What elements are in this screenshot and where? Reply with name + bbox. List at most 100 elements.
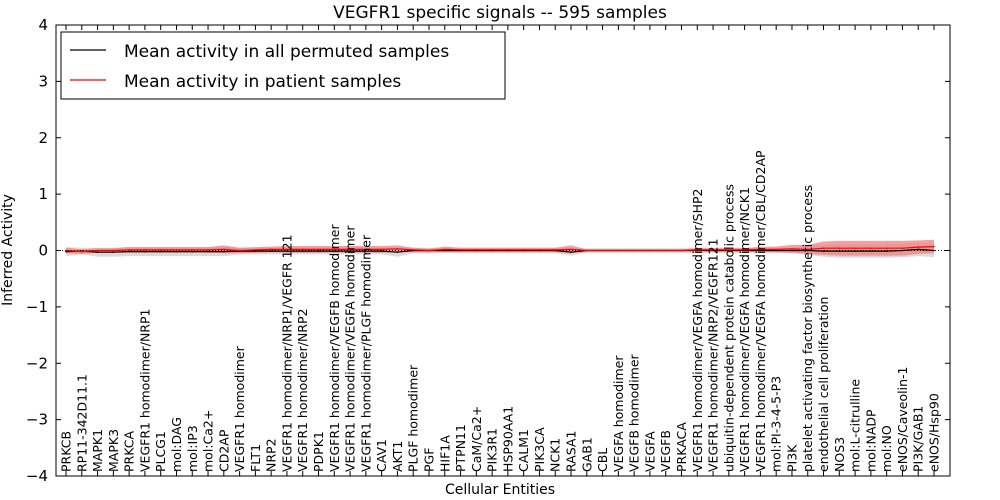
y-axis-label: Inferred Activity bbox=[0, 194, 16, 306]
data-point-s0-7 bbox=[175, 250, 178, 253]
data-point-s0-47 bbox=[806, 249, 809, 252]
x-tick-label: NOS3 bbox=[832, 437, 847, 472]
x-tick-label: eNOS/Hsp90 bbox=[927, 393, 942, 472]
data-point-s1-19 bbox=[365, 248, 367, 251]
data-point-s0-8 bbox=[191, 250, 194, 253]
data-point-s0-13 bbox=[270, 250, 273, 252]
x-tick-label: PDPK1 bbox=[311, 431, 326, 472]
data-point-s1-51 bbox=[870, 247, 872, 249]
x-tick-label: VEGFR1 homodimer/VEGFA homodimer/SHP2 bbox=[690, 188, 705, 472]
plot-frame bbox=[55, 24, 951, 477]
data-point-s1-9 bbox=[207, 249, 209, 251]
x-tick-label: PIK3CA bbox=[532, 427, 547, 472]
data-point-s1-28 bbox=[507, 249, 509, 251]
y-tick-label: 1 bbox=[38, 185, 48, 203]
data-point-s1-45 bbox=[775, 248, 777, 251]
data-point-s1-26 bbox=[475, 249, 478, 251]
data-point-s0-4 bbox=[128, 250, 130, 253]
data-point-s0-17 bbox=[333, 250, 336, 252]
data-point-s0-55 bbox=[933, 249, 935, 252]
data-point-s1-4 bbox=[128, 249, 130, 251]
data-point-s0-14 bbox=[286, 250, 288, 252]
data-point-s1-32 bbox=[570, 248, 572, 251]
data-point-s1-10 bbox=[223, 248, 225, 251]
data-point-s1-34 bbox=[601, 249, 604, 252]
data-point-s1-8 bbox=[191, 249, 194, 251]
x-tick-label: CBL bbox=[595, 448, 610, 472]
y-tick-label: −1 bbox=[26, 298, 48, 316]
x-tick-label: VEGFR1 homodimer/VEGFA homodimer/CBL/CD2… bbox=[753, 150, 768, 472]
x-tick-label: RP11-342D11.1 bbox=[74, 374, 89, 472]
data-point-s1-18 bbox=[349, 248, 351, 251]
data-point-s1-30 bbox=[538, 249, 541, 251]
data-point-s1-46 bbox=[791, 248, 793, 250]
x-tick-label: mol:IP3 bbox=[185, 425, 200, 472]
data-point-s1-37 bbox=[649, 249, 651, 252]
x-tick-label: VEGFR1 homodimer/NRP1 bbox=[137, 309, 152, 472]
x-tick-label: eNOS/Caveolin-1 bbox=[895, 367, 910, 472]
data-point-s1-47 bbox=[806, 248, 809, 251]
x-tick-label: PLGF homodimer bbox=[406, 364, 421, 472]
data-point-s0-9 bbox=[207, 250, 209, 253]
data-point-s0-44 bbox=[759, 249, 762, 252]
x-tick-label: PI3K bbox=[785, 444, 800, 472]
y-tick-label: 0 bbox=[38, 242, 48, 260]
x-tick-label: VEGFR1 homodimer/VEGFA homodimer/NCK1 bbox=[737, 187, 752, 472]
x-tick-label: VEGFR1 homodimer/NRP2 bbox=[295, 309, 310, 472]
x-tick-label: VEGFR1 homodimer/NRP2/VEGFR121 bbox=[706, 238, 721, 472]
data-point-s1-24 bbox=[444, 248, 446, 251]
x-tick-label: VEGFB bbox=[658, 430, 673, 472]
chart-title: VEGFR1 specific signals -- 595 samples bbox=[333, 3, 667, 23]
data-point-s1-17 bbox=[333, 248, 336, 251]
y-tick-label: 2 bbox=[38, 129, 48, 147]
data-point-s1-5 bbox=[144, 249, 146, 251]
y-tick-label: −3 bbox=[26, 411, 48, 429]
y-axis-ticks: 4 3 2 1 0 −1 −2 −3 −4 bbox=[26, 16, 950, 485]
x-tick-label: PGF bbox=[422, 448, 437, 472]
data-point-s0-45 bbox=[775, 249, 777, 252]
data-point-s1-21 bbox=[396, 248, 399, 250]
x-tick-label: VEGFA bbox=[642, 431, 657, 472]
data-point-s1-52 bbox=[885, 247, 888, 249]
x-tick-label: ubiquitin-dependent protein catabolic pr… bbox=[721, 184, 736, 472]
data-point-s1-43 bbox=[743, 249, 746, 251]
x-tick-label: VEGFA homodimer bbox=[611, 355, 626, 472]
x-axis-ticks: PRKCB RP11-342D11.1 MAPK1 MAPK3 PRKCA VEGFR1 … bbox=[59, 25, 942, 476]
data-point-s1-25 bbox=[459, 249, 462, 251]
data-point-s1-14 bbox=[286, 248, 288, 251]
x-tick-label: PRKCB bbox=[59, 431, 74, 472]
data-point-s1-1 bbox=[81, 250, 83, 253]
x-tick-label: PI3K/GAB1 bbox=[911, 406, 926, 472]
data-point-s1-50 bbox=[854, 247, 856, 249]
x-tick-label: AKT1 bbox=[390, 441, 405, 472]
data-point-s1-27 bbox=[491, 249, 493, 251]
x-tick-label: platelet activating factor biosynthetic … bbox=[800, 185, 815, 472]
data-point-s0-54 bbox=[917, 248, 919, 251]
x-tick-label: VEGFB homodimer bbox=[627, 353, 642, 472]
legend: Mean activity in all permuted samples Me… bbox=[60, 31, 506, 100]
x-tick-label: PRKACA bbox=[674, 422, 689, 472]
x-tick-label: VEGFR1 homodimer bbox=[232, 345, 247, 472]
y-tick-label: 3 bbox=[38, 72, 48, 90]
legend-box bbox=[60, 31, 506, 100]
data-point-s1-53 bbox=[901, 247, 904, 249]
data-point-s1-13 bbox=[270, 248, 273, 251]
data-point-s1-44 bbox=[759, 248, 762, 251]
data-point-s0-10 bbox=[223, 250, 225, 253]
data-point-s1-41 bbox=[712, 249, 714, 251]
data-point-s0-5 bbox=[144, 250, 146, 253]
y-tick-label: −4 bbox=[26, 467, 48, 485]
x-tick-label: MAPK3 bbox=[106, 429, 121, 472]
x-tick-label: HSP90AA1 bbox=[500, 406, 515, 472]
data-point-s1-20 bbox=[380, 248, 383, 251]
data-point-s0-53 bbox=[901, 249, 904, 252]
legend-label-patient: Mean activity in patient samples bbox=[124, 72, 401, 92]
data-point-s1-23 bbox=[428, 249, 430, 252]
y-tick-label: −2 bbox=[26, 354, 48, 372]
x-tick-label: mol:NADP bbox=[863, 409, 878, 472]
data-point-s1-2 bbox=[96, 249, 99, 252]
x-tick-label: CD2AP bbox=[216, 429, 231, 472]
data-point-s1-16 bbox=[317, 248, 320, 251]
data-point-s1-54 bbox=[917, 246, 919, 248]
x-tick-label: MAPK1 bbox=[90, 429, 105, 472]
